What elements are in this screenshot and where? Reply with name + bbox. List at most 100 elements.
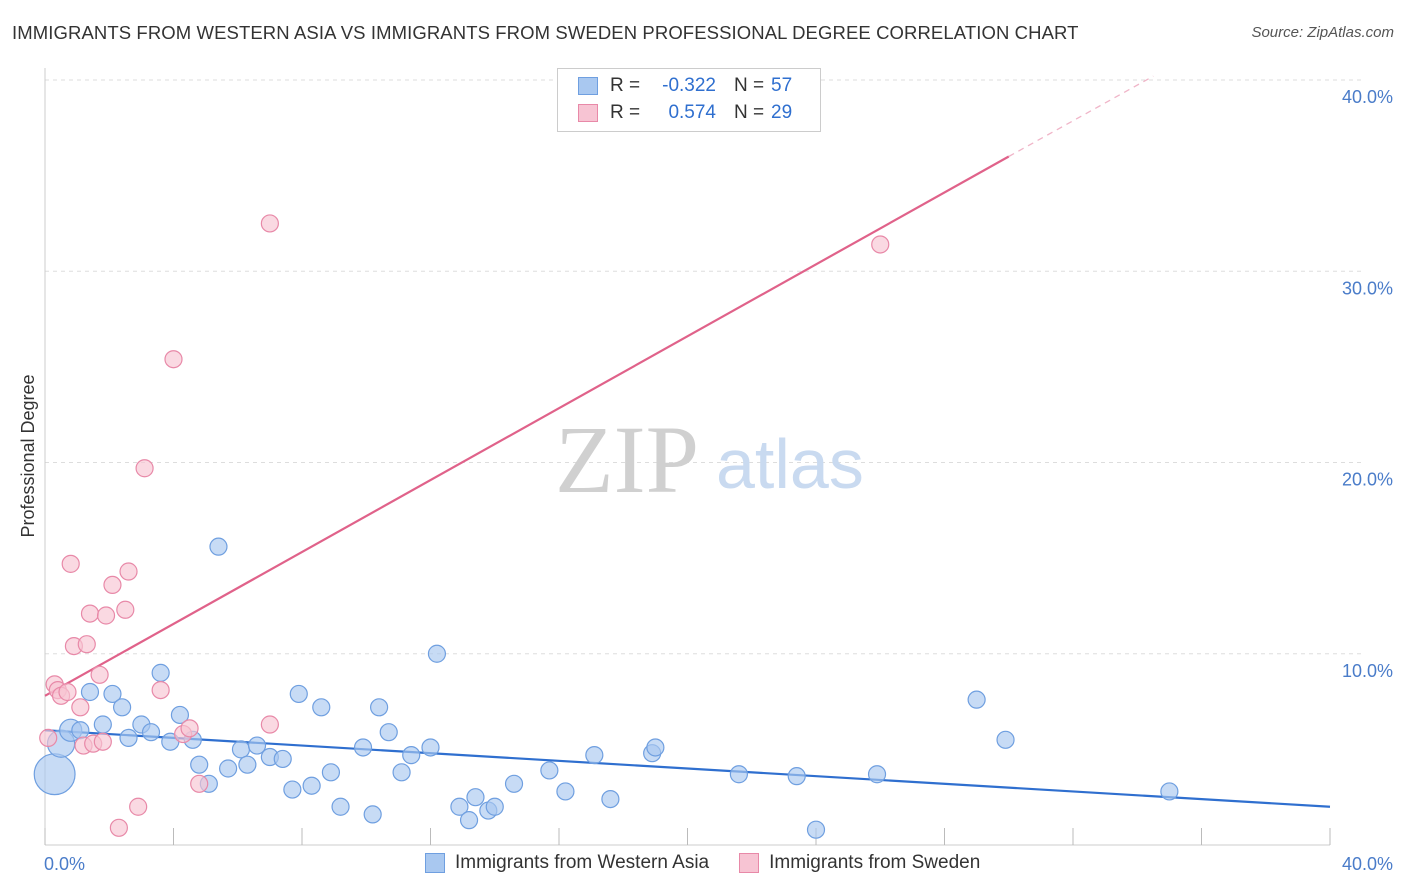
legend-n-value: 57 [771,75,793,96]
data-point-western-asia [806,820,826,839]
data-point-western-asia [556,782,575,801]
data-point-western-asia [450,797,469,816]
data-point-sweden [90,665,109,684]
data-point-western-asia [219,759,238,778]
data-point-western-asia [283,780,302,799]
data-point-western-asia [540,761,559,780]
data-point-western-asia [363,805,382,824]
legend-swatch-blue [578,77,598,95]
data-point-western-asia [302,776,321,795]
data-point-sweden [190,774,209,793]
legend-box: R = -0.322 N = 57 R = 0.574 N = 29 [557,68,821,132]
grid-lines [45,79,1365,655]
y-tick-label: 20.0% [1342,470,1393,490]
data-point-sweden [109,818,128,837]
data-point-western-asia [190,755,209,774]
trend-line-extension [1008,75,1154,158]
data-point-western-asia [585,746,604,765]
legend-r-label: R = [610,102,641,123]
data-point-western-asia [119,728,138,748]
chart-title: IMMIGRANTS FROM WESTERN ASIA VS IMMIGRAN… [12,22,1079,43]
data-point-western-asia [33,753,76,796]
data-point-western-asia [273,749,292,769]
data-point-western-asia [1160,782,1179,801]
data-point-western-asia [312,698,331,717]
legend-n-label: N = [734,102,765,123]
data-point-sweden [871,235,890,254]
watermark-atlas: atlas [716,425,864,503]
tick-labels: 10.0% 20.0% 30.0% 40.0% 0.0% 40.0% [44,87,1393,874]
source-label: Source: ZipAtlas.com [1251,24,1394,41]
bottom-legend: Immigrants from Western Asia Immigrants … [425,852,1010,874]
data-point-western-asia [967,690,986,709]
data-point-sweden [39,728,58,748]
data-point-western-asia [289,684,308,704]
data-point-sweden [103,575,122,595]
data-point-western-asia [141,723,161,742]
legend-r-value: -0.322 [662,75,716,96]
data-point-western-asia [93,715,112,734]
y-tick-label: 30.0% [1342,278,1393,298]
data-point-western-asia [421,738,440,757]
data-point-sweden [116,600,135,619]
data-point-western-asia [392,763,411,782]
data-point-western-asia [151,663,170,682]
data-point-western-asia [466,788,485,807]
data-point-sweden [151,680,170,700]
data-point-western-asia [787,767,806,786]
legend-r-value: 0.574 [668,102,716,123]
data-point-western-asia [112,698,132,717]
data-point-western-asia [370,698,389,717]
data-point-western-asia [321,763,341,782]
data-point-sweden [164,350,183,369]
legend-row-sweden: R = 0.574 N = 29 [578,100,792,126]
data-points [33,214,1179,839]
data-point-western-asia [103,684,122,704]
data-point-western-asia [485,797,504,816]
watermark: ZIP atlas [555,406,864,513]
data-point-western-asia [867,765,887,784]
data-point-western-asia [504,774,524,793]
data-point-western-asia [353,738,373,757]
trend-line-sweden [44,155,1010,697]
x-tick-label: 40.0% [1342,854,1393,874]
bottom-legend-item-sweden: Immigrants from Sweden [739,852,980,874]
data-point-sweden [129,797,148,816]
data-point-sweden [77,635,96,654]
data-point-sweden [180,719,199,738]
data-point-western-asia [996,730,1015,749]
data-point-sweden [260,214,279,233]
data-point-sweden [96,606,116,625]
data-point-western-asia [729,765,749,784]
bottom-legend-item-western-asia: Immigrants from Western Asia [425,852,709,874]
axes [44,68,1331,846]
x-tick-label: 0.0% [44,854,85,874]
data-point-western-asia [601,789,620,809]
bottom-legend-swatch-pink [739,853,760,873]
legend-r-label: R = [610,75,641,96]
data-point-sweden [135,459,154,478]
data-point-western-asia [209,537,228,556]
data-point-western-asia [427,644,447,663]
bottom-legend-swatch-blue [425,853,445,873]
data-point-sweden [61,554,80,573]
y-tick-label: 40.0% [1342,87,1393,107]
legend-n-value: 29 [771,102,793,123]
data-point-sweden [119,562,138,581]
data-point-western-asia [247,736,267,755]
data-point-sweden [93,732,112,751]
legend-row-western-asia: R = -0.322 N = 57 [578,73,792,99]
data-point-western-asia [459,811,479,830]
legend-swatch-pink [578,104,598,122]
data-point-sweden [260,715,279,734]
data-point-western-asia [71,721,90,740]
bottom-legend-label: Immigrants from Western Asia [455,852,710,873]
legend-n-label: N = [734,75,765,96]
data-point-sweden [58,682,77,702]
data-point-western-asia [238,755,257,774]
y-axis-label: Professional Degree [18,374,38,537]
data-point-western-asia [402,746,421,765]
data-point-western-asia [80,682,100,702]
data-point-sweden [71,698,90,717]
data-point-western-asia [646,738,665,757]
